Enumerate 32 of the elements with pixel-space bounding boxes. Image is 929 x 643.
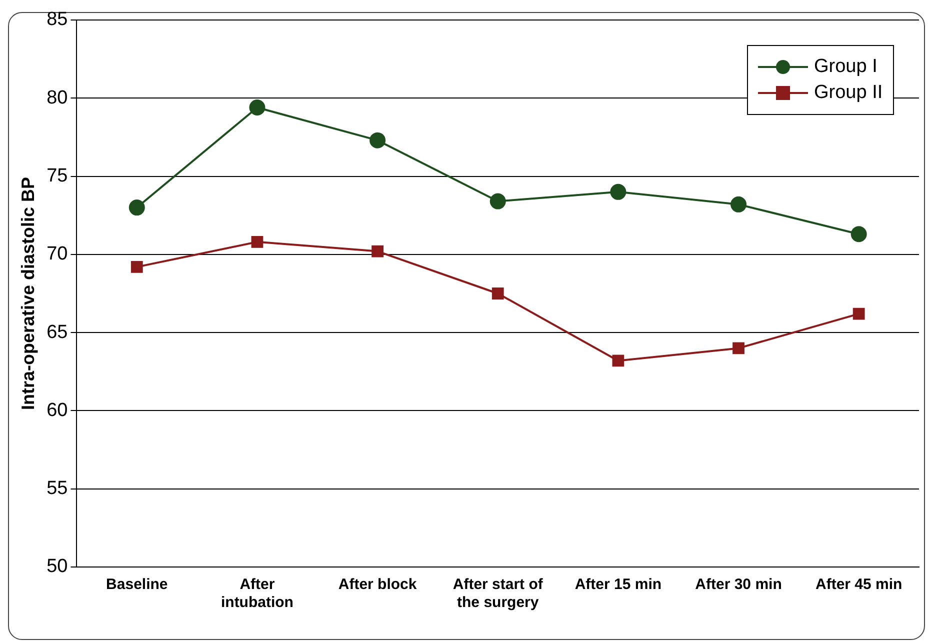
point: [128, 200, 145, 216]
x-tick-label: After 30 min: [695, 576, 782, 594]
y-tick-label: 55: [46, 478, 68, 500]
point: [610, 184, 626, 200]
legend-label: Group I: [814, 56, 878, 78]
x-tick-label: After block: [338, 576, 418, 594]
y-tick-label: 70: [46, 244, 68, 265]
y-tick-label: 80: [46, 87, 68, 108]
point: [490, 193, 506, 210]
point: [130, 260, 143, 273]
y-axis-title: Intra-operative diastolic BP: [18, 176, 38, 410]
x-tick-label: Baseline: [106, 576, 168, 594]
point: [251, 236, 264, 248]
point: [249, 100, 266, 116]
y-tick-label: 75: [46, 166, 68, 187]
point: [850, 226, 867, 242]
x-tick-label: After 45 min: [815, 576, 902, 594]
point: [732, 342, 744, 354]
y-tick-label: 60: [46, 400, 68, 421]
point: [492, 288, 504, 300]
x-tick-label: After start of the surgery: [452, 576, 544, 612]
y-tick-label: 85: [46, 9, 68, 30]
point: [730, 196, 747, 212]
y-tick-label: 65: [46, 322, 68, 343]
y-tick-label: 50: [46, 556, 68, 578]
point: [852, 308, 865, 320]
point: [370, 132, 386, 148]
x-tick-label: After 15 min: [574, 576, 662, 594]
point: [612, 354, 624, 367]
point: [372, 245, 384, 258]
x-tick-label: After intubation: [220, 576, 294, 612]
legend-label: Group II: [814, 82, 883, 104]
